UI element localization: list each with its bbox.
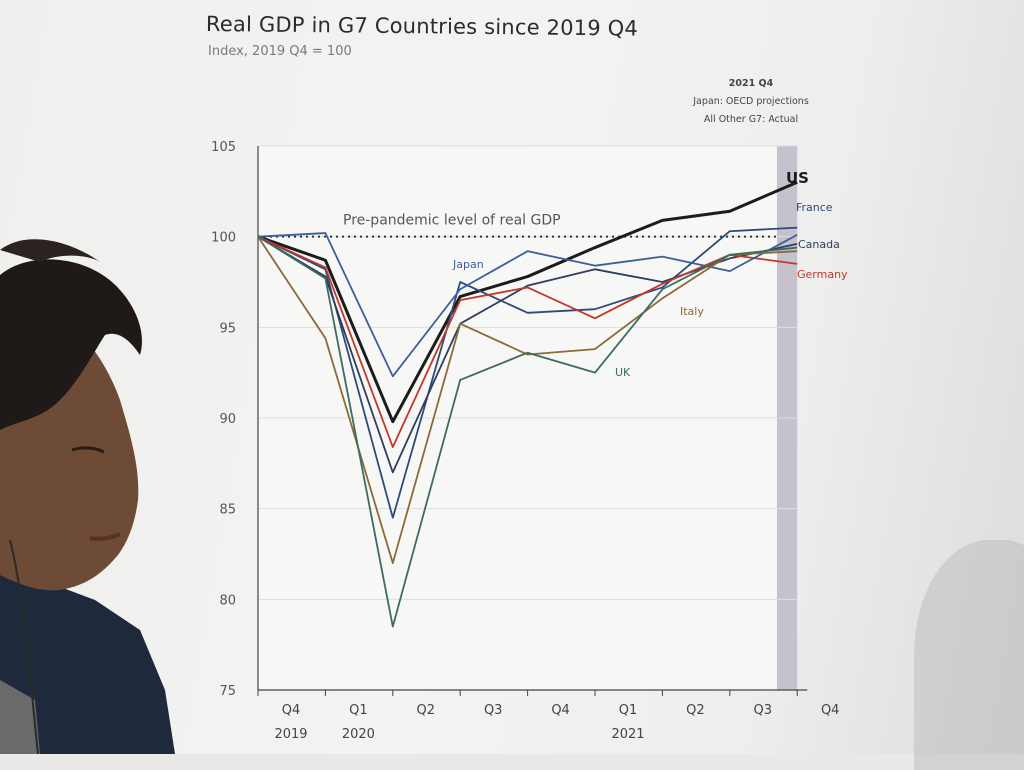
series-line-germany	[257, 235, 798, 448]
x-tick-label: Q4	[282, 703, 301, 718]
year-label: 2020	[342, 727, 375, 742]
series-label-germany: Germany	[797, 268, 848, 281]
shaded-note-line-2: All Other G7: Actual	[703, 114, 799, 125]
y-tick-label: 105	[211, 140, 236, 155]
y-tick-label: 100	[211, 231, 236, 246]
x-tick-label: Q3	[484, 703, 503, 718]
series-line-france	[257, 226, 798, 519]
series-label-italy: Italy	[680, 305, 704, 318]
series-line-uk	[257, 235, 798, 628]
x-tick-label: Q4	[821, 703, 840, 718]
series-label-us: US	[786, 169, 809, 187]
x-tick-label: Q2	[686, 703, 705, 718]
y-tick-label: 85	[219, 503, 236, 518]
y-tick-label: 95	[219, 321, 236, 336]
shaded-note-title: 2021 Q4	[728, 78, 774, 89]
y-tick-label: 80	[219, 593, 236, 608]
x-tick-label: Q4	[551, 703, 570, 718]
presenter-silhouette	[0, 239, 175, 754]
gdp-line-chart: 105 100 95 90 85 80 75 Q4 Q1 Q2 Q3 Q4 Q1 Q2 Q3 Q4 2019 20…	[211, 140, 848, 742]
chart-subtitle: Index, 2019 Q4 = 100	[208, 44, 352, 59]
year-label: 2019	[274, 727, 307, 742]
x-tick-label: Q3	[754, 703, 773, 718]
x-tick-label: Q2	[417, 703, 436, 718]
x-tick-label: Q1	[619, 703, 638, 718]
series-label-canada: Canada	[798, 238, 840, 251]
series-label-uk: UK	[615, 366, 631, 379]
pre-pandemic-label: Pre-pandemic level of real GDP	[343, 213, 561, 229]
series-label-france: France	[796, 201, 833, 214]
series-label-japan: Japan	[452, 258, 484, 271]
year-label: 2021	[611, 727, 644, 742]
series-line-us	[257, 180, 798, 424]
x-tick-label: Q1	[349, 703, 368, 718]
shaded-note-line-1: Japan: OECD projections	[693, 96, 809, 107]
series-line-italy	[257, 236, 798, 564]
y-tick-label: 90	[219, 412, 236, 427]
projector-shadow	[914, 540, 1024, 770]
y-tick-label: 75	[219, 684, 236, 699]
